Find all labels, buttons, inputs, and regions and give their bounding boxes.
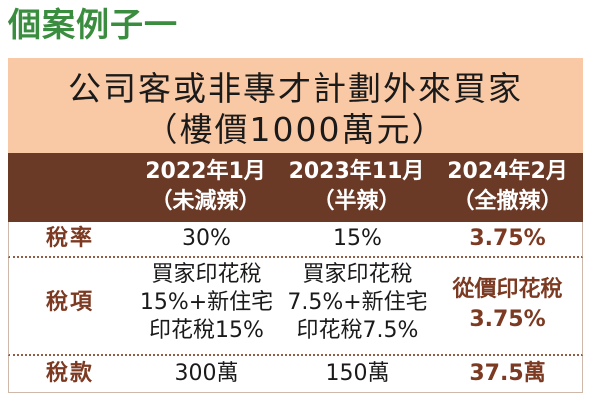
cell-line: 300萬	[174, 361, 239, 386]
column-header-period: 2024年2月	[447, 158, 568, 184]
column-header-status: （未減辣）	[150, 188, 261, 214]
cell-tax-items-2022: 買家印花稅 15%+新住宅 印花稅15%	[131, 258, 282, 354]
tax-table: 公司客或非專才計劃外來買家 （樓價1000萬元） 2022年1月 （未減辣） 2…	[8, 58, 583, 393]
column-header-2022-jan: 2022年1月 （未減辣）	[130, 153, 281, 222]
cell-line: 15%	[333, 226, 382, 251]
cell-tax-rate-2023: 15%	[282, 222, 433, 256]
cell-tax-rate-2024: 3.75%	[433, 222, 582, 256]
table-row-tax-amount: 稅款 300萬 150萬 37.5萬	[8, 356, 583, 393]
cell-tax-amount-2024: 37.5萬	[433, 356, 582, 392]
row-label-tax-amount: 稅款	[45, 361, 94, 386]
cell-tax-items-2024: 從價印花稅 3.75%	[433, 258, 582, 354]
cell-line: 印花稅15%	[149, 318, 264, 343]
case-heading: 個案例子一	[8, 5, 178, 44]
header-corner-cell	[8, 153, 130, 222]
cell-line: 買家印花稅	[302, 262, 413, 287]
row-label-tax-rate: 稅率	[45, 226, 94, 251]
column-header-period: 2022年1月	[145, 158, 266, 184]
table-title-box: 公司客或非專才計劃外來買家 （樓價1000萬元）	[8, 58, 583, 153]
row-label-tax-items: 稅項	[45, 290, 94, 315]
table-row-tax-items: 稅項 買家印花稅 15%+新住宅 印花稅15% 買家印花稅 7.5%+新住宅 印…	[8, 258, 583, 356]
cell-line: 150萬	[325, 361, 390, 386]
cell-line: 37.5萬	[469, 361, 546, 386]
cell-tax-amount-2022: 300萬	[131, 356, 282, 392]
cell-line: 印花稅7.5%	[296, 318, 419, 343]
cell-line: 7.5%+新住宅	[287, 290, 428, 315]
column-header-status: （全撤辣）	[452, 188, 563, 214]
cell-line: 買家印花稅	[151, 262, 262, 287]
table-row-tax-rate: 稅率 30% 15% 3.75%	[8, 222, 583, 258]
cell-line: 從價印花稅	[452, 277, 563, 302]
header-row: 2022年1月 （未減辣） 2023年11月 （半辣） 2024年2月 （全撤辣…	[8, 153, 583, 222]
column-header-period: 2023年11月	[288, 158, 425, 184]
cell-tax-items-2023: 買家印花稅 7.5%+新住宅 印花稅7.5%	[282, 258, 433, 354]
cell-tax-rate-2022: 30%	[131, 222, 282, 256]
table-subtitle: （樓價1000萬元）	[144, 110, 447, 149]
cell-line: 3.75%	[469, 307, 546, 332]
table-title: 公司客或非專才計劃外來買家	[68, 69, 523, 108]
column-header-status: （半辣）	[312, 188, 401, 214]
column-header-2024-feb: 2024年2月 （全撤辣）	[432, 153, 583, 222]
column-header-2023-nov: 2023年11月 （半辣）	[281, 153, 432, 222]
cell-line: 3.75%	[469, 226, 546, 251]
cell-tax-amount-2023: 150萬	[282, 356, 433, 392]
cell-line: 15%+新住宅	[139, 290, 274, 315]
cell-line: 30%	[182, 226, 231, 251]
